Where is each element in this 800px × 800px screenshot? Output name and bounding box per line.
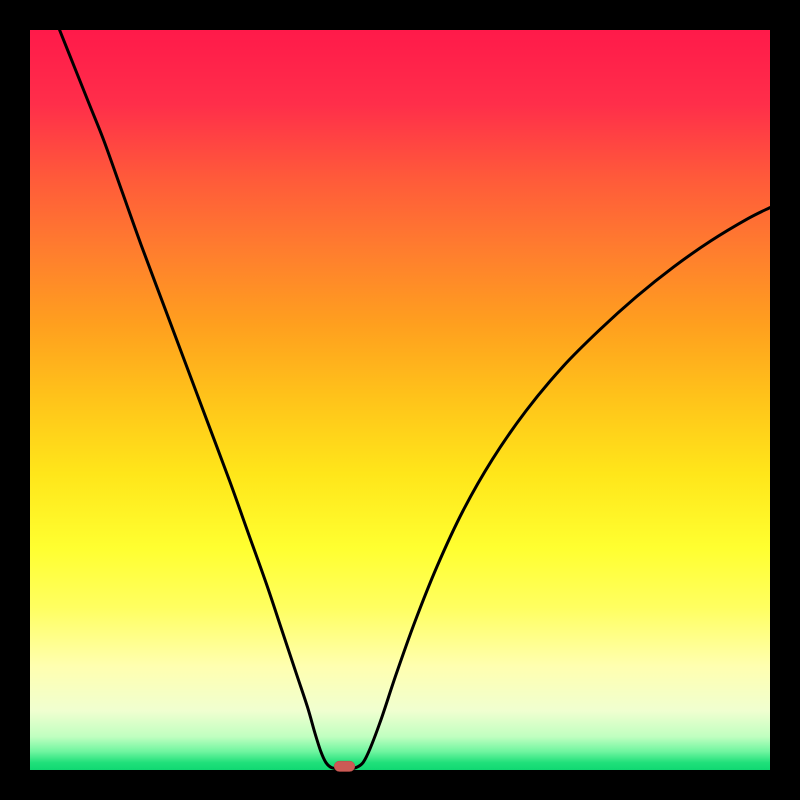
- bottleneck-chart: [0, 0, 800, 800]
- chart-container: { "meta": { "watermark": "TheBottleneck.…: [0, 0, 800, 800]
- optimal-point-marker: [334, 761, 355, 771]
